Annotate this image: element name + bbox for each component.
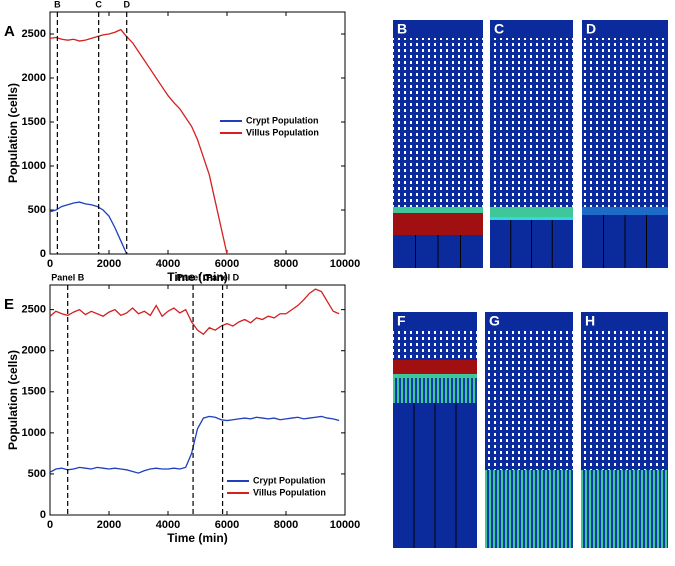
villus-cells bbox=[490, 38, 573, 207]
marker-label: Panel B bbox=[51, 272, 85, 282]
cell-band bbox=[582, 207, 668, 215]
panel-letter: A bbox=[4, 23, 15, 40]
simulation-panel: C bbox=[490, 20, 573, 268]
y-tick-label: 1000 bbox=[22, 160, 46, 172]
y-tick-label: 1500 bbox=[22, 116, 46, 128]
y-tick-label: 500 bbox=[28, 204, 46, 216]
marker-label: Panel D bbox=[206, 272, 240, 282]
simulation-panel: G bbox=[485, 312, 573, 548]
y-tick-label: 0 bbox=[40, 509, 46, 521]
marker-label: Panel C bbox=[177, 272, 211, 282]
y-tick-label: 0 bbox=[40, 248, 46, 260]
y-axis-label: Population (cells) bbox=[6, 350, 20, 450]
legend-label: Villus Population bbox=[246, 127, 319, 137]
panel-letter: E bbox=[4, 296, 14, 313]
panel-letter: F bbox=[397, 313, 406, 329]
panel-letter: H bbox=[585, 313, 595, 329]
x-tick-label: 6000 bbox=[215, 519, 239, 531]
x-tick-label: 8000 bbox=[274, 258, 298, 270]
marker-label: D bbox=[123, 0, 130, 9]
cell-band bbox=[393, 374, 477, 378]
cell-band bbox=[490, 207, 573, 217]
x-tick-label: 0 bbox=[47, 258, 53, 270]
x-tick-label: 10000 bbox=[330, 519, 361, 531]
x-axis-label: Time (min) bbox=[167, 270, 227, 284]
y-tick-label: 1000 bbox=[22, 427, 46, 439]
cell-band bbox=[393, 360, 477, 374]
x-axis-label: Time (min) bbox=[167, 531, 227, 545]
y-tick-label: 500 bbox=[28, 468, 46, 480]
x-tick-label: 6000 bbox=[215, 258, 239, 270]
villus-cells bbox=[485, 330, 573, 470]
villus-cells bbox=[582, 38, 668, 207]
x-tick-label: 4000 bbox=[156, 258, 180, 270]
cell-band bbox=[393, 207, 483, 213]
villus-cells bbox=[581, 330, 668, 470]
legend-label: Crypt Population bbox=[246, 115, 319, 125]
x-tick-label: 8000 bbox=[274, 519, 298, 531]
simulation-panel: H bbox=[581, 312, 668, 548]
cell-band bbox=[490, 217, 573, 220]
legend-label: Crypt Population bbox=[253, 475, 326, 485]
y-tick-label: 2500 bbox=[22, 28, 46, 40]
simulation-panel: D bbox=[582, 20, 668, 268]
simulation-panel: B bbox=[393, 20, 483, 268]
cell-band bbox=[485, 470, 573, 548]
marker-label: C bbox=[95, 0, 102, 9]
line-series bbox=[49, 201, 128, 255]
y-tick-label: 2000 bbox=[22, 72, 46, 84]
x-tick-label: 2000 bbox=[97, 258, 121, 270]
marker-label: B bbox=[54, 0, 61, 9]
x-tick-label: 4000 bbox=[156, 519, 180, 531]
y-tick-label: 1500 bbox=[22, 386, 46, 398]
simulation-panel: F bbox=[393, 312, 477, 548]
x-tick-label: 10000 bbox=[330, 258, 361, 270]
cell-band bbox=[393, 378, 477, 403]
cell-band bbox=[393, 213, 483, 235]
panel-letter: D bbox=[586, 21, 596, 37]
cell-band bbox=[581, 470, 668, 548]
x-tick-label: 0 bbox=[47, 519, 53, 531]
line-series bbox=[49, 28, 228, 255]
y-tick-label: 2000 bbox=[22, 345, 46, 357]
y-tick-label: 2500 bbox=[22, 304, 46, 316]
villus-cells bbox=[393, 330, 477, 360]
plot-area bbox=[49, 284, 346, 516]
line-series bbox=[49, 288, 340, 336]
legend-label: Villus Population bbox=[253, 487, 326, 497]
line-series bbox=[49, 415, 340, 474]
x-tick-label: 2000 bbox=[97, 519, 121, 531]
panel-letter: G bbox=[489, 313, 500, 329]
panel-letter: B bbox=[397, 21, 407, 37]
y-axis-label: Population (cells) bbox=[6, 83, 20, 183]
panel-letter: C bbox=[494, 21, 504, 37]
villus-cells bbox=[393, 38, 483, 207]
